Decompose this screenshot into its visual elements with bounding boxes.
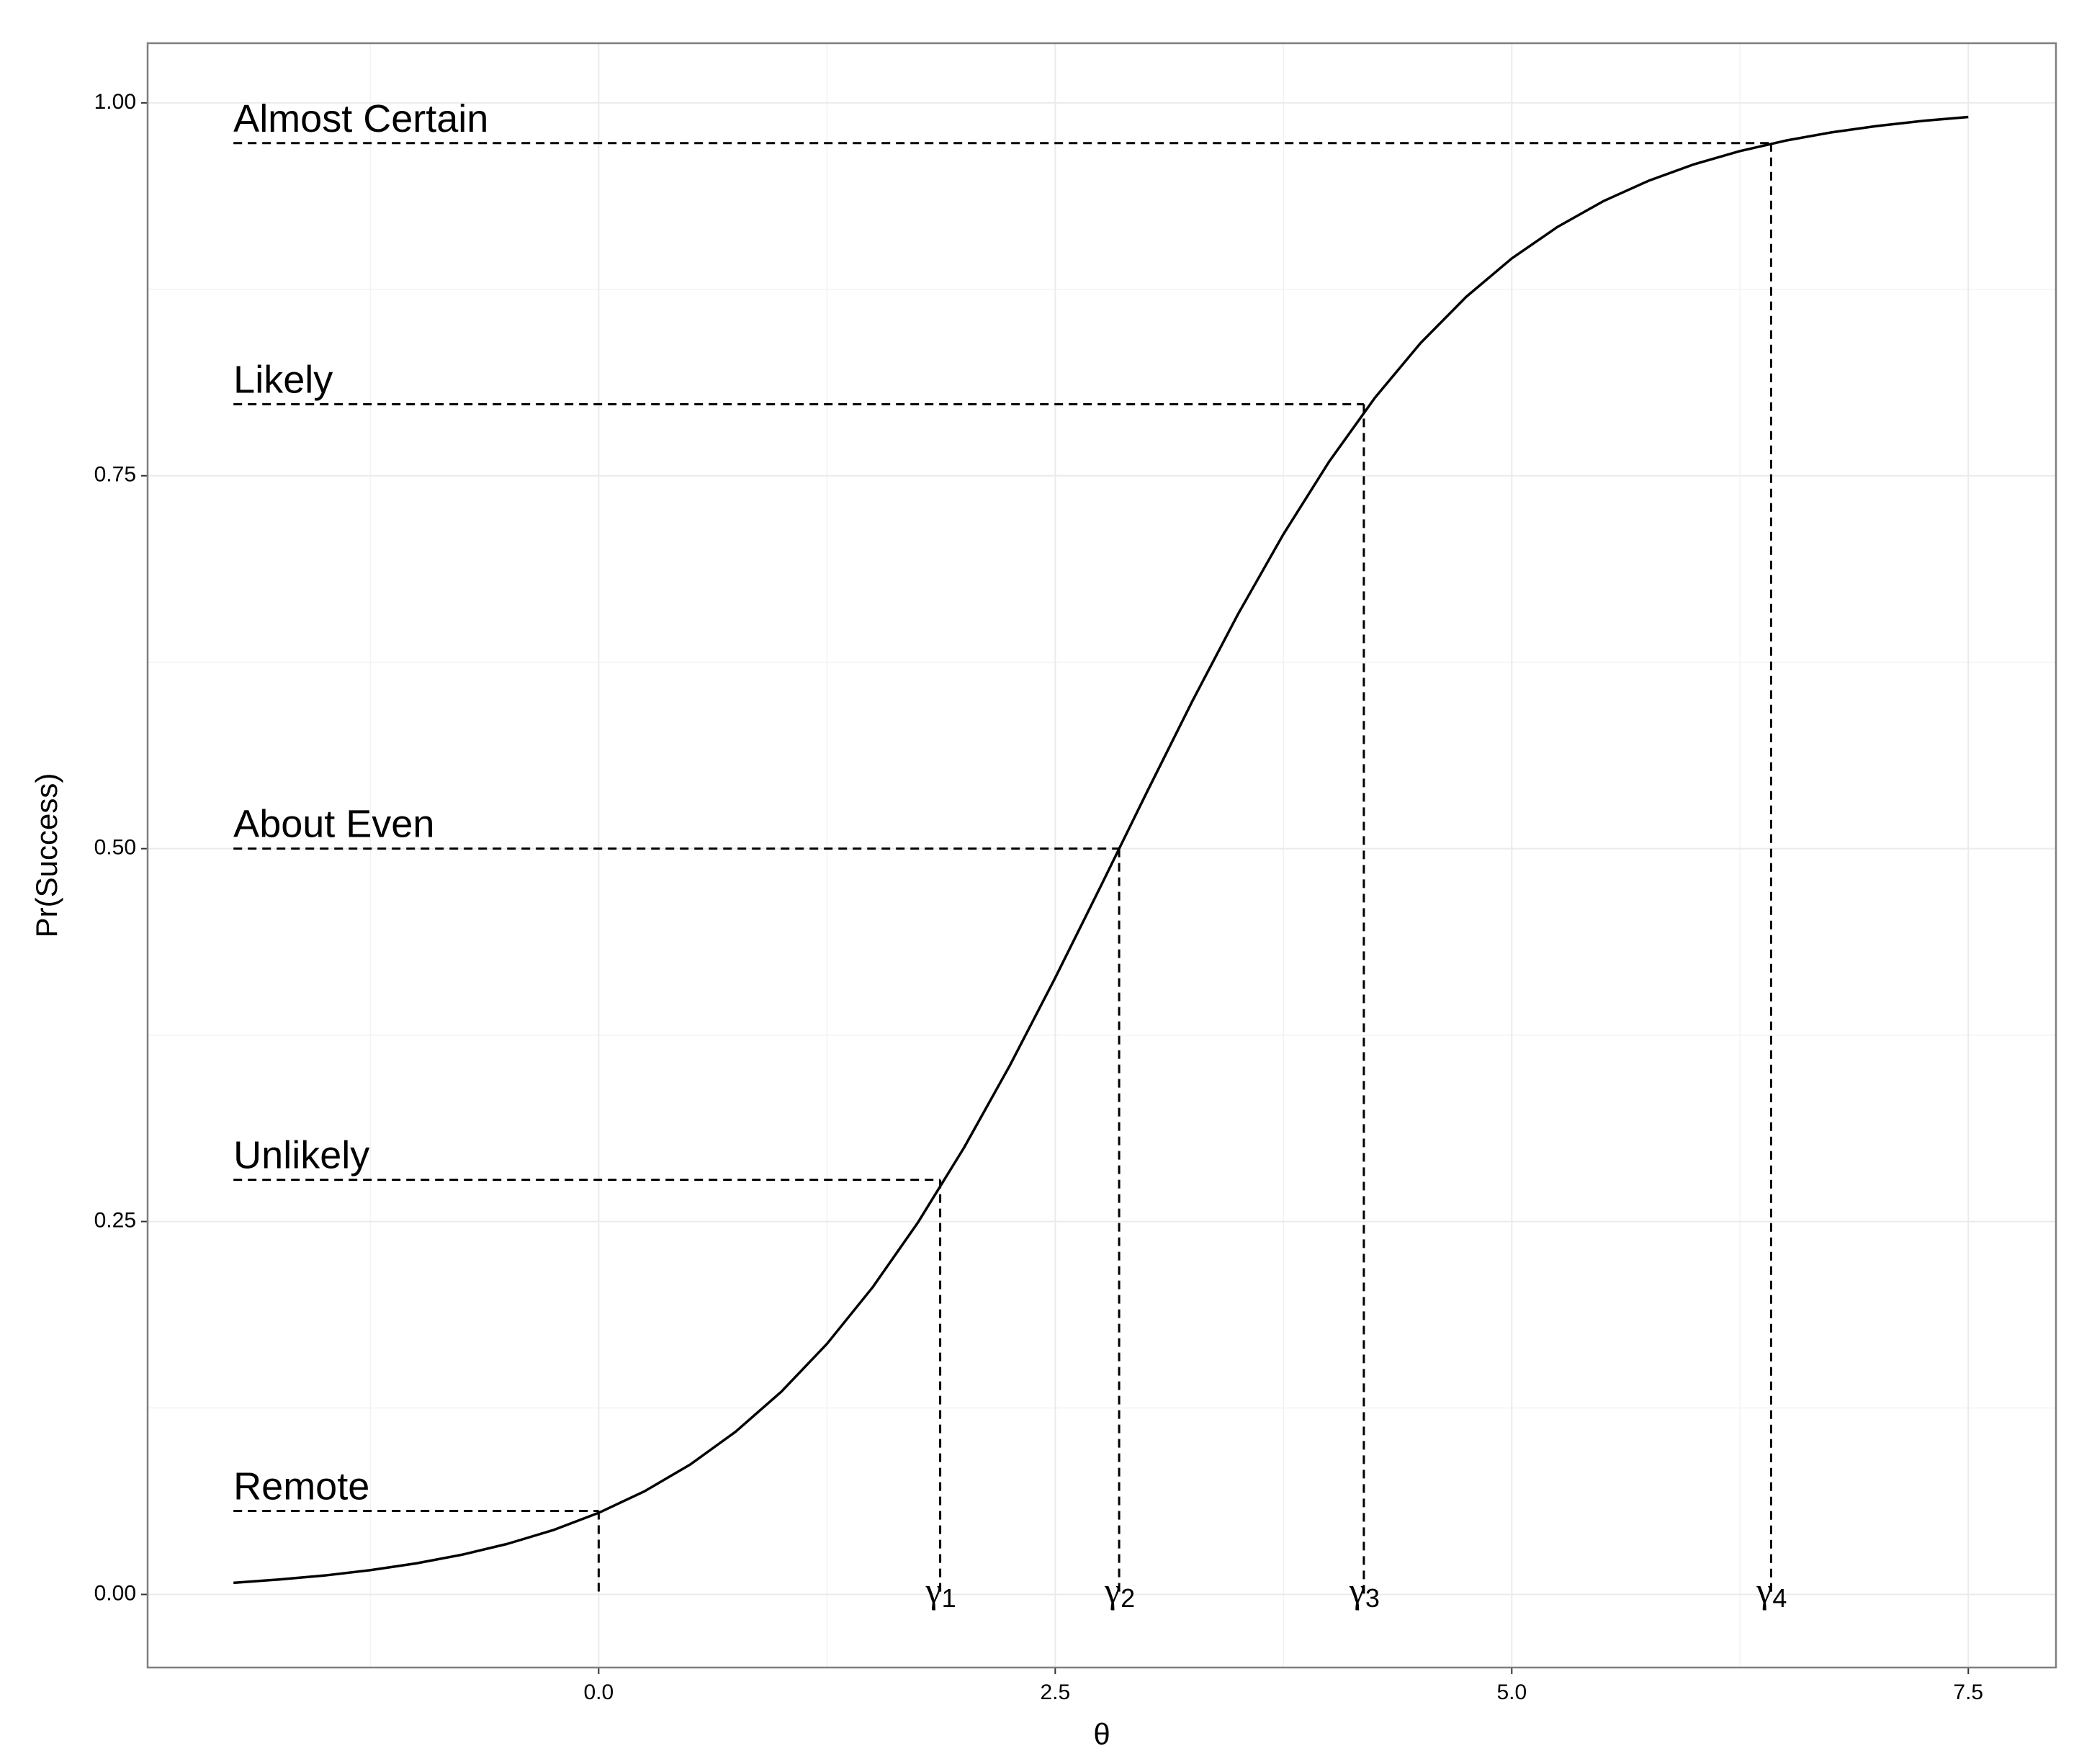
x-tick-label: 7.5 — [1953, 1680, 1983, 1704]
threshold-label: Likely — [233, 358, 333, 401]
y-tick-label: 0.00 — [94, 1581, 136, 1605]
cut-symbol: γ — [925, 1570, 941, 1611]
threshold-label: Unlikely — [233, 1134, 369, 1177]
y-axis-title: Pr(Success) — [30, 773, 63, 938]
cut-symbol: γ — [1104, 1570, 1121, 1611]
x-axis-title: θ — [1093, 1717, 1110, 1751]
cut-subscript: 4 — [1772, 1583, 1787, 1613]
x-tick-label: 2.5 — [1040, 1680, 1070, 1704]
cut-subscript: 3 — [1365, 1583, 1380, 1613]
cut-subscript: 2 — [1121, 1583, 1135, 1613]
y-tick-label: 0.25 — [94, 1209, 136, 1233]
x-tick-label: 5.0 — [1496, 1680, 1527, 1704]
y-tick-label: 0.50 — [94, 836, 136, 860]
threshold-label: About Even — [233, 803, 434, 846]
threshold-label: Remote — [233, 1464, 369, 1508]
panel-border — [146, 42, 2057, 1669]
cut-symbol: γ — [1756, 1570, 1772, 1611]
cut-subscript: 1 — [942, 1583, 956, 1613]
y-tick-label: 0.75 — [94, 463, 136, 487]
x-tick-label: 0.0 — [584, 1680, 614, 1704]
y-tick-label: 1.00 — [94, 90, 136, 114]
cut-symbol: γ — [1349, 1570, 1365, 1611]
threshold-label: Almost Certain — [233, 97, 488, 140]
curve — [233, 115, 1969, 1585]
